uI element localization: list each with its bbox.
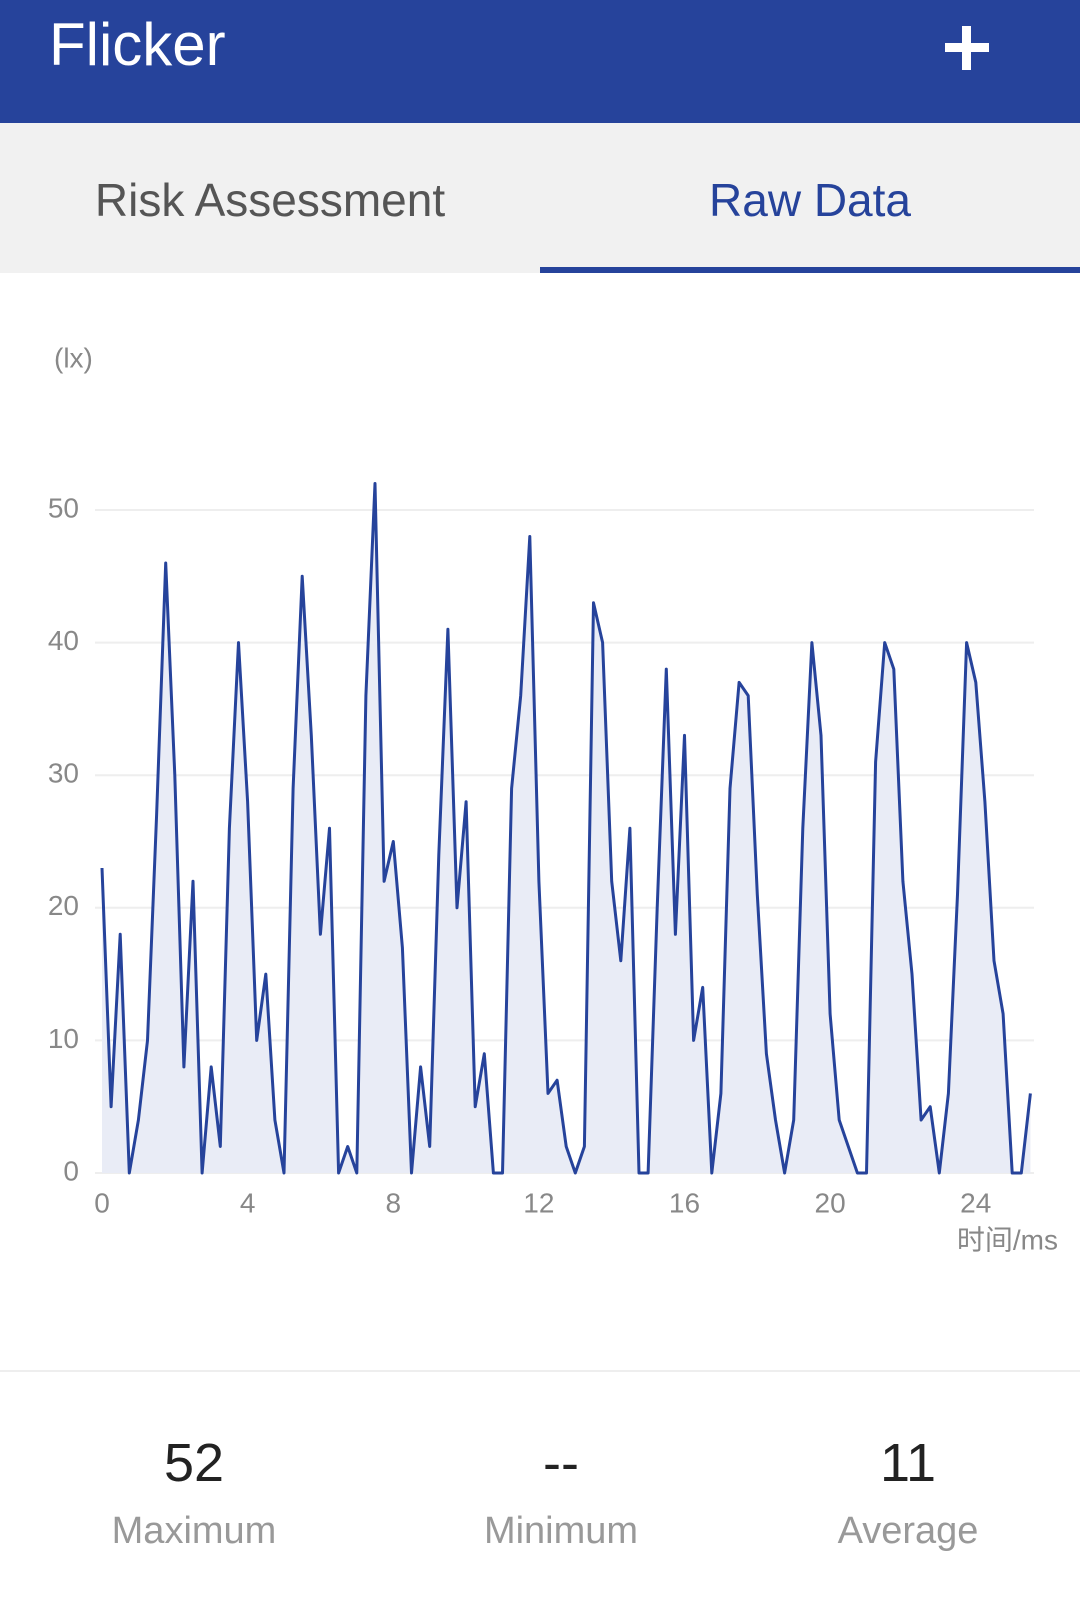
tab-bar: Risk Assessment Raw Data xyxy=(0,123,1080,273)
x-tick-label: 16 xyxy=(669,1187,700,1218)
y-tick-label: 30 xyxy=(48,758,79,789)
x-tick-label: 24 xyxy=(960,1187,991,1218)
add-button[interactable] xyxy=(937,18,997,78)
stat-value: 11 xyxy=(879,1433,937,1493)
divider xyxy=(0,1370,1080,1372)
x-tick-label: 12 xyxy=(523,1187,554,1218)
x-tick-label: 20 xyxy=(815,1187,846,1218)
y-unit: (lx) xyxy=(54,342,93,373)
x-tick-label: 8 xyxy=(385,1187,401,1218)
x-axis-label: 时间/ms xyxy=(957,1224,1058,1255)
y-tick-label: 50 xyxy=(48,492,79,523)
y-tick-label: 40 xyxy=(48,625,79,656)
tab-indicator xyxy=(540,267,1080,273)
stat-value: -- xyxy=(543,1433,579,1493)
y-tick-label: 20 xyxy=(48,890,79,921)
app-bar: Flicker xyxy=(0,0,1080,123)
stat-label: Maximum xyxy=(111,1510,277,1552)
stat-label: Minimum xyxy=(483,1510,639,1552)
area xyxy=(102,483,1031,1173)
x-tick-label: 4 xyxy=(240,1187,256,1218)
stat-value: 52 xyxy=(163,1433,225,1493)
tab[interactable]: Risk Assessment xyxy=(94,174,446,226)
line xyxy=(100,482,1032,1175)
tab-active[interactable]: Raw Data xyxy=(709,174,911,226)
app-title: Flicker xyxy=(49,11,226,78)
x-tick-label: 0 xyxy=(94,1187,110,1218)
chart: (lx) 时间/ms 0 10 20 30 40 50 0 4 8 12 16 20 24 xyxy=(48,342,1058,1255)
y-tick-label: 0 xyxy=(63,1155,79,1186)
y-tick-label: 10 xyxy=(48,1023,79,1054)
stat-label: Average xyxy=(837,1510,979,1552)
